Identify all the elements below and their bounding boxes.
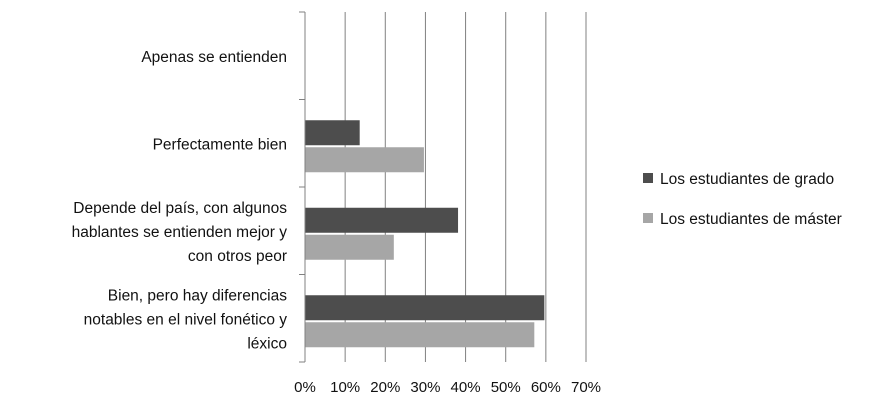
x-tick-label: 10%: [330, 379, 360, 396]
tick-labels: 0% 10% 20% 30% 40% 50% 60% 70%: [294, 379, 601, 396]
x-tick-label: 30%: [410, 379, 440, 396]
legend-swatch: [643, 213, 653, 223]
x-tick-label: 60%: [531, 379, 561, 396]
bar: [305, 147, 424, 173]
legend-label: Los estudiantes de máster: [660, 211, 842, 228]
category-label-line: notables en el nivel fonético y: [84, 311, 288, 328]
category-label-line: Apenas se entienden: [141, 49, 287, 66]
category-label: Bien, pero hay diferencias notables en el…: [84, 287, 288, 352]
category-label-line: Depende del país, con algunos: [73, 200, 287, 217]
category-label-line: Bien, pero hay diferencias: [108, 287, 287, 304]
category-label-line: léxico: [247, 335, 287, 352]
bar: [305, 120, 360, 146]
legend-swatch: [643, 173, 653, 183]
bar: [305, 234, 394, 260]
x-tick-label: 0%: [294, 379, 316, 396]
legend-label: Los estudiantes de grado: [660, 171, 834, 188]
category-label: Perfectamente bien: [153, 136, 287, 153]
legend: Los estudiantes de grado Los estudiantes …: [643, 171, 842, 228]
x-tick-label: 70%: [571, 379, 601, 396]
category-label: Apenas se entienden: [141, 49, 287, 66]
category-label-line: con otros peor: [188, 248, 287, 265]
category-label-line: hablantes se entienden mejor y: [72, 224, 288, 241]
bar: [305, 322, 535, 348]
grid: [344, 12, 587, 362]
x-tick-label: 50%: [491, 379, 521, 396]
category-label-line: Perfectamente bien: [153, 136, 287, 153]
category-label: Depende del país, con algunos hablantes s…: [72, 200, 288, 265]
x-tick-label: 20%: [370, 379, 400, 396]
category-labels: Apenas se entienden Perfectamente bien Dep…: [72, 49, 288, 353]
axes: [299, 11, 306, 363]
bars: [305, 120, 545, 348]
bar: [305, 295, 545, 321]
bar: [305, 207, 459, 233]
x-tick-label: 40%: [451, 379, 481, 396]
